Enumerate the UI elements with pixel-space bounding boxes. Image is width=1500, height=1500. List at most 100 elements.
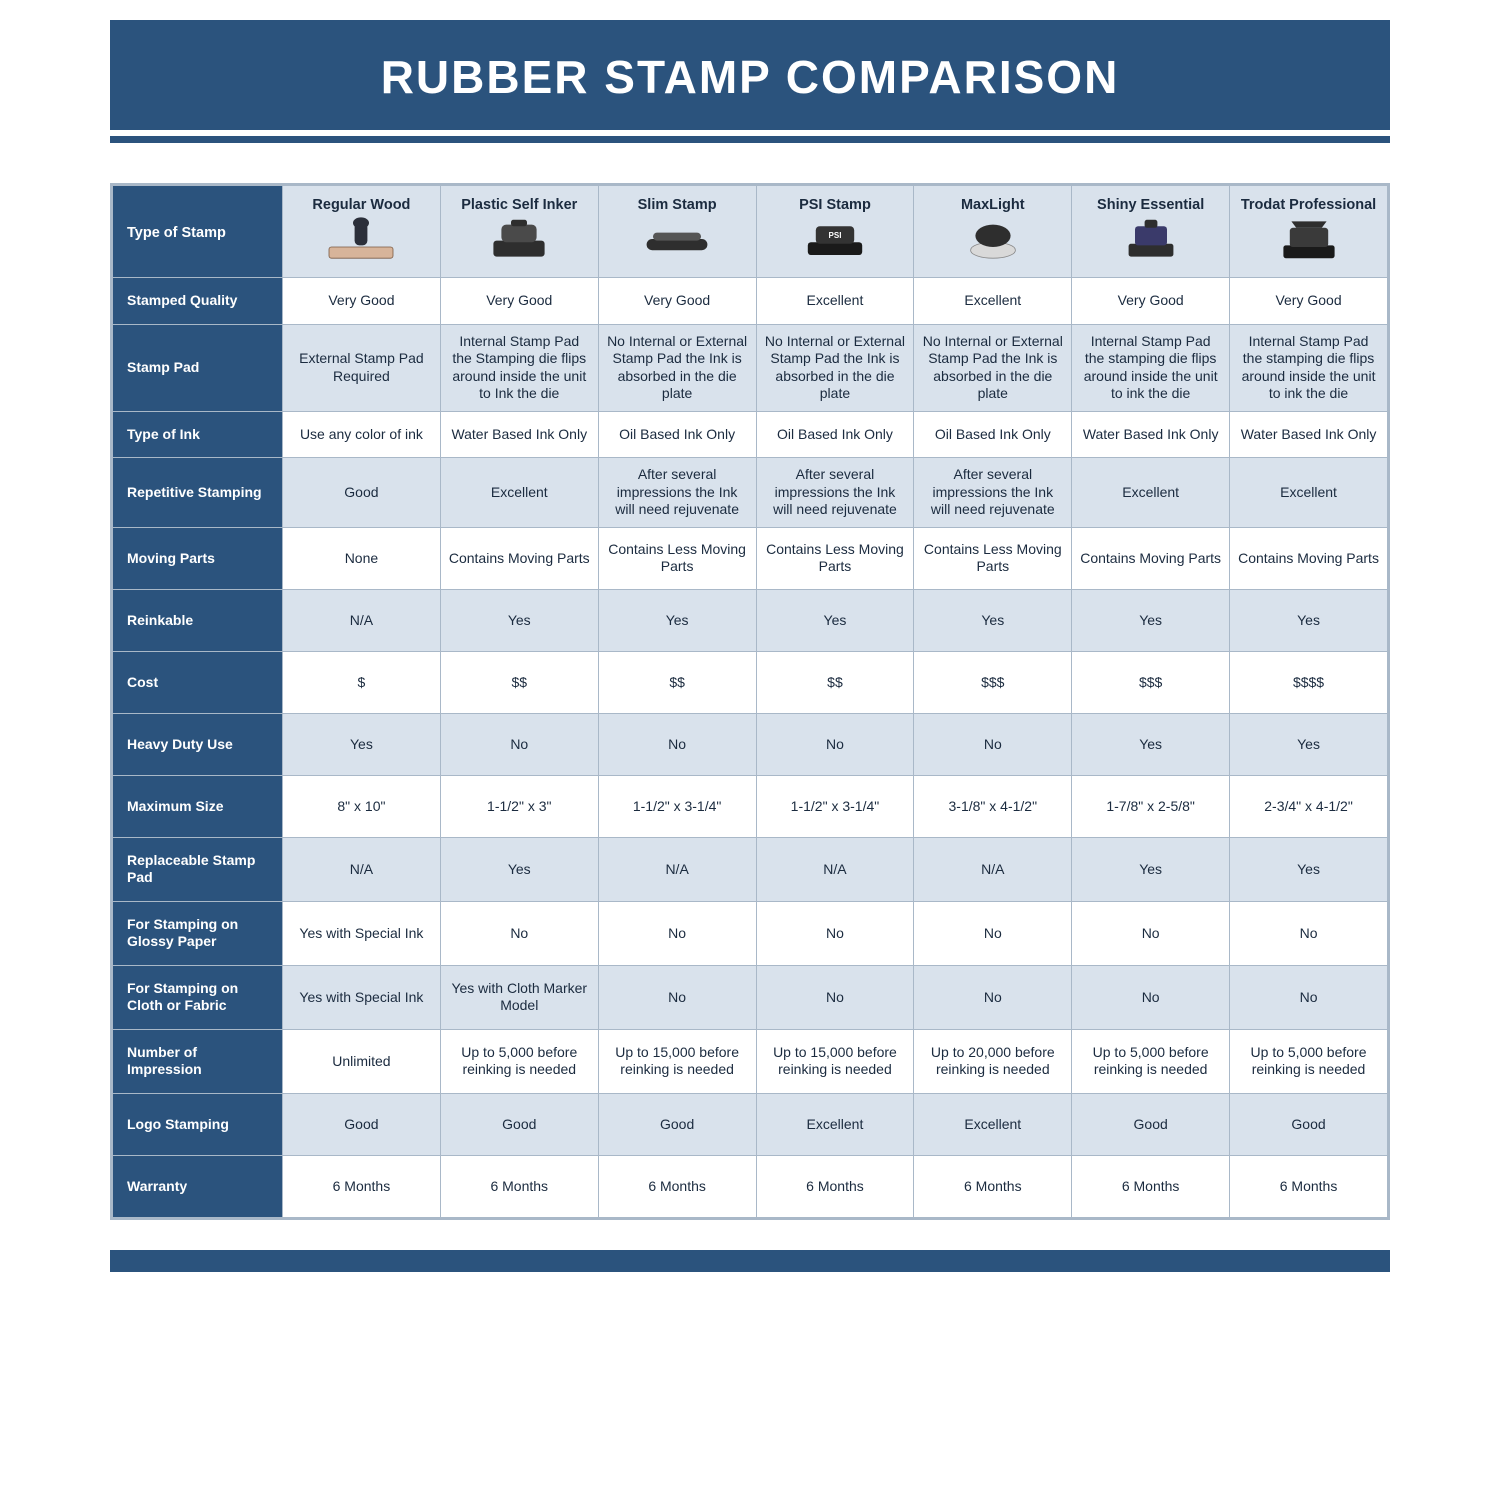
table-row: Number of ImpressionUnlimitedUp to 5,000…	[113, 1029, 1388, 1093]
table-cell: Very Good	[1072, 278, 1230, 325]
table-cell: After several impressions the Ink will n…	[598, 458, 756, 528]
table-cell: Up to 5,000 before reinking is needed	[1230, 1029, 1388, 1093]
svg-text:PSI: PSI	[829, 231, 842, 240]
table-cell: Yes	[283, 713, 441, 775]
table-cell: Contains Moving Parts	[1230, 527, 1388, 589]
table-cell: After several impressions the Ink will n…	[914, 458, 1072, 528]
table-cell: 8" x 10"	[283, 775, 441, 837]
table-cell: $$	[598, 651, 756, 713]
table-cell: No	[914, 713, 1072, 775]
table-cell: Very Good	[598, 278, 756, 325]
table-cell: No	[914, 965, 1072, 1029]
table-cell: No	[440, 713, 598, 775]
col-header-label: Trodat Professional	[1236, 196, 1381, 214]
row-label: Number of Impression	[113, 1029, 283, 1093]
table-cell: Contains Less Moving Parts	[914, 527, 1072, 589]
table-cell: 2-3/4" x 4-1/2"	[1230, 775, 1388, 837]
table-cell: 6 Months	[1072, 1155, 1230, 1217]
table-cell: Contains Less Moving Parts	[756, 527, 914, 589]
table-cell: Up to 5,000 before reinking is needed	[440, 1029, 598, 1093]
table-cell: No	[756, 965, 914, 1029]
comparison-table-wrap: Type of Stamp Regular Wood Plastic Self …	[110, 183, 1390, 1220]
table-cell: 6 Months	[1230, 1155, 1388, 1217]
table-cell: $$$	[1072, 651, 1230, 713]
col-header: MaxLight	[914, 186, 1072, 278]
table-cell: Up to 15,000 before reinking is needed	[598, 1029, 756, 1093]
col-header-label: Shiny Essential	[1078, 196, 1223, 214]
table-cell: Water Based Ink Only	[440, 411, 598, 458]
table-cell: Yes	[1230, 589, 1388, 651]
table-cell: Very Good	[440, 278, 598, 325]
row-label: Logo Stamping	[113, 1093, 283, 1155]
row-label: Maximum Size	[113, 775, 283, 837]
row-label: Warranty	[113, 1155, 283, 1217]
table-row: Logo StampingGoodGoodGoodExcellentExcell…	[113, 1093, 1388, 1155]
col-header: Trodat Professional	[1230, 186, 1388, 278]
table-header-row: Type of Stamp Regular Wood Plastic Self …	[113, 186, 1388, 278]
corner-cell: Type of Stamp	[113, 186, 283, 278]
table-cell: Up to 5,000 before reinking is needed	[1072, 1029, 1230, 1093]
page: RUBBER STAMP COMPARISON Type of Stamp Re…	[0, 20, 1500, 1312]
table-cell: Water Based Ink Only	[1230, 411, 1388, 458]
table-cell: Yes with Cloth Marker Model	[440, 965, 598, 1029]
table-cell: N/A	[283, 837, 441, 901]
page-title: RUBBER STAMP COMPARISON	[110, 20, 1390, 130]
table-cell: N/A	[283, 589, 441, 651]
table-cell: No	[756, 713, 914, 775]
stamp-psi-icon: PSI	[795, 214, 875, 264]
table-row: Heavy Duty UseYesNoNoNoNoYesYes	[113, 713, 1388, 775]
stamp-self-inker-icon	[479, 214, 559, 264]
table-cell: Very Good	[1230, 278, 1388, 325]
col-header-label: MaxLight	[920, 196, 1065, 214]
table-cell: No	[598, 965, 756, 1029]
table-cell: Oil Based Ink Only	[914, 411, 1072, 458]
table-cell: Excellent	[914, 1093, 1072, 1155]
table-cell: No	[1230, 965, 1388, 1029]
table-cell: Excellent	[914, 278, 1072, 325]
table-row: Stamped QualityVery GoodVery GoodVery Go…	[113, 278, 1388, 325]
table-cell: No Internal or External Stamp Pad the In…	[598, 324, 756, 411]
table-row: For Stamping on Cloth or FabricYes with …	[113, 965, 1388, 1029]
table-cell: Yes	[598, 589, 756, 651]
table-row: For Stamping on Glossy PaperYes with Spe…	[113, 901, 1388, 965]
table-cell: N/A	[914, 837, 1072, 901]
table-cell: Yes	[440, 589, 598, 651]
row-label: For Stamping on Cloth or Fabric	[113, 965, 283, 1029]
table-cell: 1-7/8" x 2-5/8"	[1072, 775, 1230, 837]
table-cell: $$$	[914, 651, 1072, 713]
row-label: For Stamping on Glossy Paper	[113, 901, 283, 965]
table-cell: Up to 20,000 before reinking is needed	[914, 1029, 1072, 1093]
table-cell: 1-1/2" x 3"	[440, 775, 598, 837]
table-cell: Contains Less Moving Parts	[598, 527, 756, 589]
table-row: Maximum Size8" x 10"1-1/2" x 3"1-1/2" x …	[113, 775, 1388, 837]
table-cell: 6 Months	[598, 1155, 756, 1217]
table-cell: Yes with Special Ink	[283, 965, 441, 1029]
table-cell: N/A	[598, 837, 756, 901]
table-cell: Yes	[440, 837, 598, 901]
footer-band	[110, 1250, 1390, 1272]
table-cell: Good	[598, 1093, 756, 1155]
table-cell: $$	[440, 651, 598, 713]
table-cell: Yes	[1072, 713, 1230, 775]
table-cell: Oil Based Ink Only	[756, 411, 914, 458]
table-row: Stamp PadExternal Stamp Pad RequiredInte…	[113, 324, 1388, 411]
table-row: Warranty6 Months6 Months6 Months6 Months…	[113, 1155, 1388, 1217]
col-header: Regular Wood	[283, 186, 441, 278]
col-header: Shiny Essential	[1072, 186, 1230, 278]
row-label: Moving Parts	[113, 527, 283, 589]
table-cell: External Stamp Pad Required	[283, 324, 441, 411]
row-label: Type of Ink	[113, 411, 283, 458]
table-cell: No	[914, 901, 1072, 965]
table-cell: Excellent	[440, 458, 598, 528]
table-cell: Yes	[1230, 713, 1388, 775]
col-header: Slim Stamp	[598, 186, 756, 278]
table-cell: Yes	[914, 589, 1072, 651]
table-cell: $	[283, 651, 441, 713]
col-header-label: Slim Stamp	[605, 196, 750, 214]
table-cell: No	[598, 713, 756, 775]
col-header: PSI Stamp PSI	[756, 186, 914, 278]
table-cell: N/A	[756, 837, 914, 901]
col-header-label: PSI Stamp	[763, 196, 908, 214]
table-cell: $$	[756, 651, 914, 713]
table-cell: No Internal or External Stamp Pad the In…	[914, 324, 1072, 411]
